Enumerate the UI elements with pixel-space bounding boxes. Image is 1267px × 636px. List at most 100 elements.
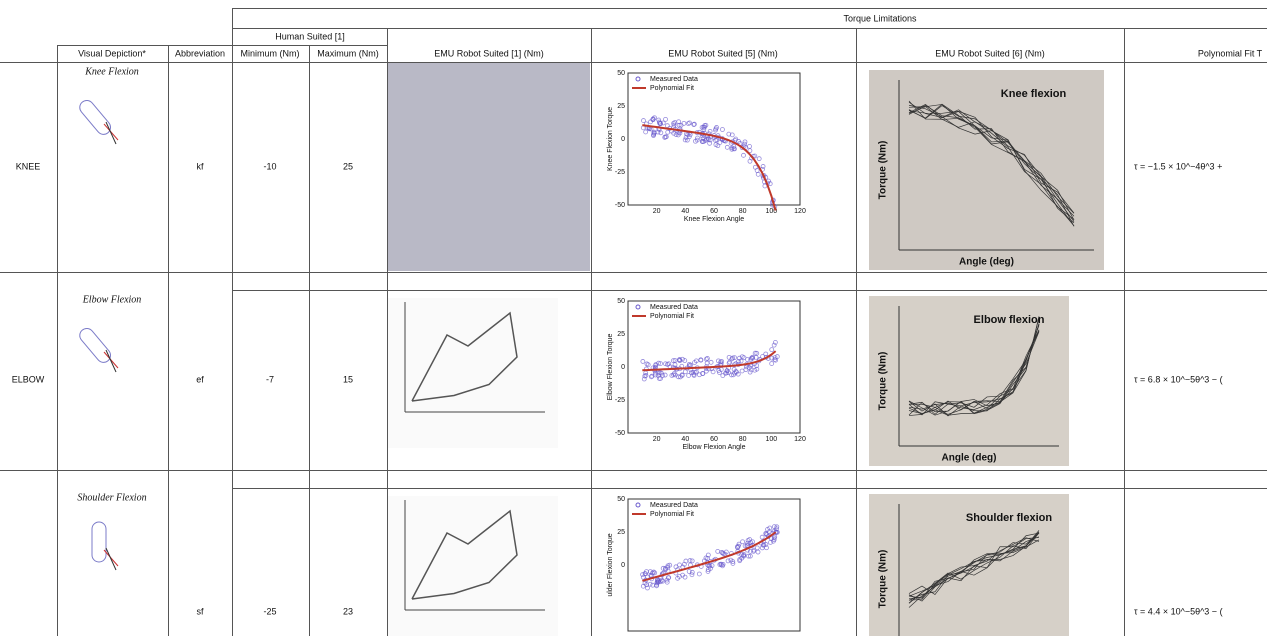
scatter-point: [734, 544, 740, 550]
axis-label: ulder Flexion Torque: [607, 533, 614, 596]
scatter-point: [763, 351, 769, 357]
scatter-point: [689, 558, 695, 564]
legend-label: Measured Data: [650, 304, 698, 311]
scatter-point: [644, 361, 650, 367]
scatter-point: [652, 570, 658, 576]
scatter-point: [705, 556, 711, 561]
fit-curve: [642, 531, 777, 582]
minimum: -7: [266, 374, 274, 384]
y-tick-label: 0: [621, 136, 625, 143]
scatter-point: [676, 119, 682, 125]
abbreviation: sf: [196, 606, 204, 616]
limb-icon: [105, 547, 117, 571]
legend-label: Polynomial Fit: [650, 85, 694, 92]
scatter-point: [726, 131, 732, 137]
scatter-point: [686, 373, 692, 378]
photo-xlabel: Angle (deg): [942, 453, 997, 464]
x-tick-label: 20: [653, 436, 661, 443]
scatter-point: [689, 572, 695, 578]
maximum: 15: [343, 374, 353, 384]
scatter-point: [717, 370, 722, 375]
image-curve: [411, 311, 518, 402]
scatter-point: [673, 132, 679, 137]
scatter-point: [748, 367, 754, 373]
scatter-point: [657, 121, 663, 127]
scatter-point: [747, 553, 753, 559]
scatter-point: [665, 575, 671, 581]
scatter-point: [734, 369, 739, 375]
scatter-point: [681, 120, 687, 126]
scatter-point: [663, 116, 668, 122]
scatter-point: [706, 563, 712, 569]
scatter-point: [675, 575, 680, 581]
scatter-point: [677, 562, 682, 568]
scatter-point: [671, 371, 677, 376]
scatter-point: [732, 355, 737, 361]
scatter-point: [665, 563, 671, 569]
scatter-point: [647, 581, 653, 587]
x-tick-label: 80: [739, 436, 747, 443]
scatter-point: [686, 569, 692, 574]
scatter-point: [677, 357, 682, 362]
maximum: 25: [343, 161, 353, 171]
scatter-point: [650, 582, 656, 588]
scatter-point: [769, 361, 775, 366]
scatter-point: [715, 549, 721, 554]
photo-trace: [908, 105, 1075, 227]
scatter-point: [739, 145, 745, 150]
scatter-point: [698, 357, 704, 363]
scatter-point: [705, 552, 711, 558]
fit-curve: [642, 350, 777, 372]
maximum: 23: [343, 606, 353, 616]
y-tick-label: 25: [617, 103, 625, 110]
scatter-point: [705, 569, 711, 574]
scatter-point: [707, 128, 713, 134]
scatter-point: [737, 557, 743, 562]
y-tick-label: 0: [621, 562, 625, 569]
scatter-point: [671, 130, 677, 136]
scatter-point: [696, 571, 702, 577]
x-tick-label: 120: [794, 436, 806, 443]
scatter-point: [745, 540, 751, 546]
column-header: Maximum (Nm): [317, 48, 379, 58]
scatter-point: [693, 138, 698, 144]
joint-label: ELBOW: [12, 374, 45, 384]
y-tick-label: 25: [617, 331, 625, 338]
y-tick-label: 25: [617, 529, 625, 536]
axis-label: Elbow Flexion Torque: [607, 334, 614, 401]
y-tick-label: -25: [615, 397, 625, 404]
scatter-point: [746, 553, 751, 559]
scatter-point: [648, 374, 654, 380]
scatter-point: [682, 574, 688, 580]
scatter-point: [719, 562, 724, 568]
scatter-point: [772, 355, 778, 360]
scatter-point: [687, 120, 692, 126]
scatter-point: [763, 542, 769, 547]
scatter-point: [772, 357, 778, 363]
depiction-label: Shoulder Flexion: [77, 492, 146, 503]
scatter-point: [717, 140, 723, 146]
photo-trace: [908, 106, 1075, 217]
scatter-point: [718, 359, 724, 365]
scatter-point: [662, 134, 668, 140]
scatter-point: [739, 368, 745, 374]
scatter-point: [640, 359, 646, 364]
fit-curve: [642, 124, 777, 211]
column-header: Abbreviation: [175, 48, 225, 58]
scatter-point: [651, 569, 657, 575]
scatter-point: [671, 122, 677, 128]
y-tick-label: 50: [617, 496, 625, 503]
scatter-point: [660, 578, 666, 584]
image-curve: [411, 509, 518, 600]
scatter-point: [682, 358, 688, 363]
scatter-point: [739, 354, 745, 360]
image-frame: [388, 298, 558, 448]
scatter-point: [739, 552, 745, 557]
scatter-point: [738, 358, 744, 364]
photo-trace: [908, 103, 1075, 221]
scatter-point: [705, 356, 710, 361]
y-tick-label: -25: [615, 169, 625, 176]
y-tick-label: 50: [617, 298, 625, 305]
scatter-point: [772, 339, 778, 345]
